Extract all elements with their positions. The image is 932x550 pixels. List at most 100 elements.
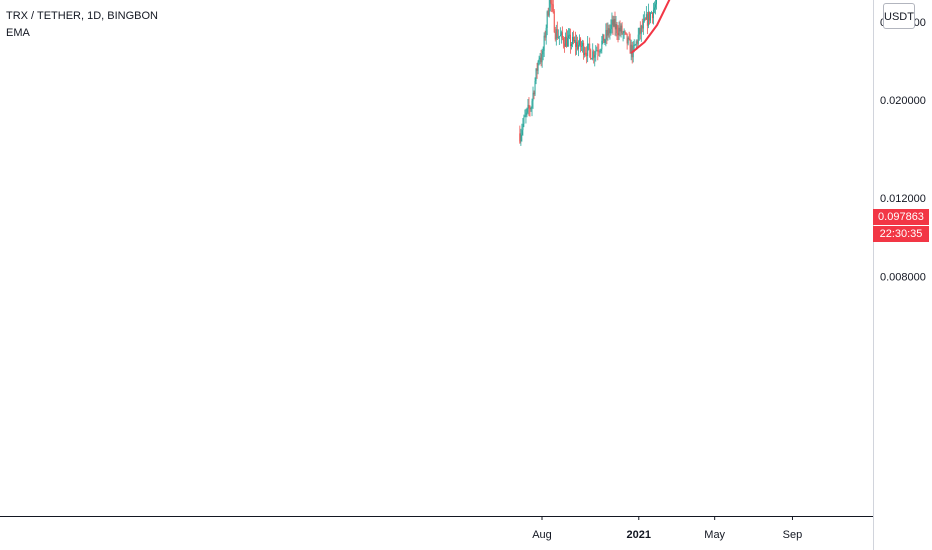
candle-body xyxy=(646,14,648,26)
candle-body xyxy=(593,51,595,58)
candle-body xyxy=(608,28,610,34)
candle-body xyxy=(620,25,622,32)
candle-body xyxy=(538,58,540,62)
candle-body xyxy=(581,45,583,47)
candle-body xyxy=(614,19,616,30)
candle-body xyxy=(523,116,525,124)
candle-body xyxy=(649,13,651,21)
candle-body xyxy=(587,43,589,57)
candle-body xyxy=(625,32,627,34)
candle-body xyxy=(574,40,576,42)
candle-body xyxy=(549,0,551,8)
candle-body xyxy=(636,41,638,44)
candle-body xyxy=(602,34,604,41)
candle-body xyxy=(619,27,621,32)
candle-body xyxy=(642,21,644,29)
candle-body xyxy=(597,50,599,52)
candle-body xyxy=(559,35,561,37)
candle-body xyxy=(651,12,653,19)
candle-body xyxy=(544,35,546,38)
candle-body xyxy=(561,32,563,38)
candle-body xyxy=(524,115,526,117)
candle-body xyxy=(650,12,652,14)
candle-body xyxy=(539,57,541,59)
indicator-label[interactable]: EMA xyxy=(6,27,30,39)
candle-body xyxy=(560,32,562,36)
candle-body xyxy=(617,32,619,36)
candle-body xyxy=(589,43,591,50)
candle-body xyxy=(611,19,613,25)
candle-body xyxy=(653,7,655,10)
candle-body xyxy=(601,40,603,50)
currency-unit-button[interactable]: USDT xyxy=(883,3,915,29)
candle-body xyxy=(610,24,612,30)
candle-body xyxy=(531,101,533,108)
candle-body xyxy=(595,50,597,55)
candle-body xyxy=(556,29,558,38)
candle-body xyxy=(576,42,578,47)
x-tick-label: Aug xyxy=(532,529,552,541)
candle-body xyxy=(640,25,642,34)
candle-body xyxy=(572,36,574,42)
candle-body xyxy=(529,108,531,110)
candle-body xyxy=(605,29,607,40)
candle-body xyxy=(641,25,643,29)
candle-body xyxy=(545,27,547,38)
candle-body xyxy=(526,108,528,113)
x-tick-label: May xyxy=(704,529,725,541)
candle-body xyxy=(563,43,565,47)
candle-body xyxy=(558,36,560,38)
candle-body xyxy=(622,32,624,34)
y-tick-label: 0.008000 xyxy=(880,271,926,283)
candle-body xyxy=(534,80,536,95)
candle-body xyxy=(521,130,523,135)
candle-body xyxy=(569,34,571,46)
candle-body xyxy=(578,44,580,50)
candle-body xyxy=(607,28,609,36)
candle-body xyxy=(638,27,640,35)
candle-body xyxy=(540,57,542,63)
candle-body xyxy=(533,92,535,95)
candle-body xyxy=(548,7,550,16)
candle-body xyxy=(629,38,631,54)
candle-body xyxy=(647,11,649,26)
ema-line xyxy=(630,0,671,54)
candle-body xyxy=(530,107,532,110)
candle-body xyxy=(628,37,630,39)
candle-body xyxy=(624,31,626,33)
candle-body xyxy=(586,52,588,57)
candle-body xyxy=(564,36,566,47)
candle-body xyxy=(532,92,534,102)
candle-body xyxy=(635,41,637,45)
candle-body xyxy=(643,18,645,22)
candle-body xyxy=(615,24,617,30)
candle-body xyxy=(579,38,581,45)
y-tick-label: 0.012000 xyxy=(880,193,926,205)
candle-body xyxy=(637,34,639,44)
candle-body xyxy=(551,3,553,5)
candle-body xyxy=(606,29,608,36)
candle-body xyxy=(575,40,577,47)
candle-body xyxy=(644,18,646,20)
candle-body xyxy=(584,52,586,55)
candle-body xyxy=(522,123,524,131)
candle-body xyxy=(634,44,636,46)
symbol-title[interactable]: TRX / TETHER, 1D, BINGBON xyxy=(6,10,158,22)
candle-body xyxy=(655,0,657,5)
candle-body xyxy=(565,36,567,47)
candle-body xyxy=(566,37,568,47)
candle-body xyxy=(567,35,569,38)
candle-body xyxy=(600,49,602,52)
candle-body xyxy=(609,29,611,34)
candle-body xyxy=(582,43,584,46)
candle-body xyxy=(594,54,596,58)
last-price-label: 0.097863 xyxy=(873,209,929,225)
candle-body xyxy=(570,44,572,46)
candles xyxy=(519,0,657,146)
candle-body xyxy=(598,51,600,53)
candle-body xyxy=(554,32,556,40)
candle-body xyxy=(525,112,527,116)
candle-body xyxy=(652,9,654,19)
candle-body xyxy=(654,4,656,8)
